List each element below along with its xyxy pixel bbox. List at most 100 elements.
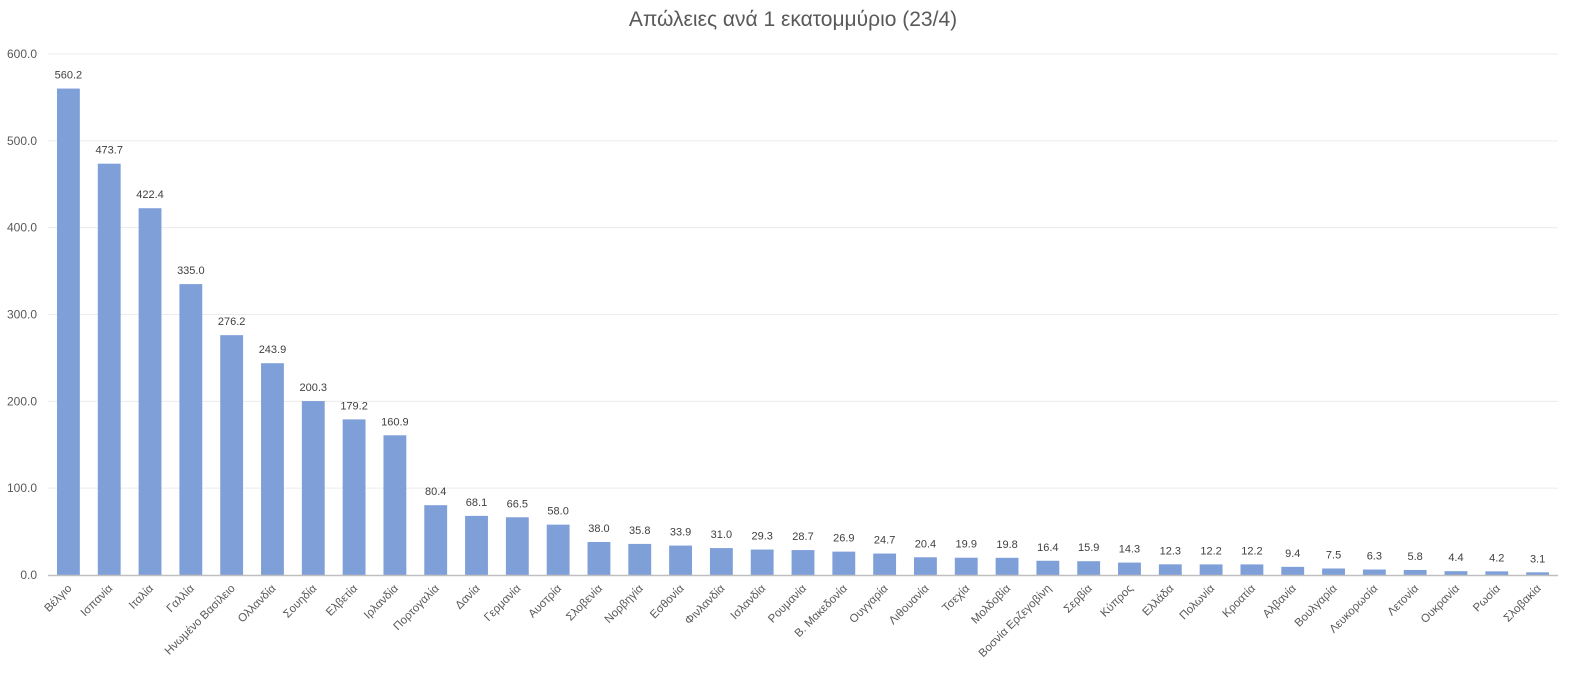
bar xyxy=(1485,571,1509,575)
data-label: 160.9 xyxy=(381,416,409,428)
data-label: 68.1 xyxy=(466,497,487,509)
bar xyxy=(1118,562,1141,575)
category-label: Πολωνία xyxy=(1178,582,1218,622)
bar xyxy=(1240,564,1264,575)
bar xyxy=(505,517,529,575)
bar xyxy=(1281,566,1305,575)
category-label: Κροατία xyxy=(1221,582,1259,620)
bar xyxy=(220,335,244,575)
bar xyxy=(261,363,284,575)
category-label: Ελλάδα xyxy=(1141,582,1177,618)
y-tick-label: 200.0 xyxy=(7,394,37,408)
data-label: 179.2 xyxy=(340,400,368,412)
data-label: 24.7 xyxy=(874,535,895,547)
bar xyxy=(1362,569,1386,575)
data-label: 5.8 xyxy=(1408,551,1423,563)
data-label: 38.0 xyxy=(588,523,609,535)
data-label: 35.8 xyxy=(629,525,650,537)
bar xyxy=(546,524,570,575)
bar xyxy=(1403,569,1427,575)
y-tick-label: 600.0 xyxy=(7,47,37,61)
category-label: Εσθονία xyxy=(648,582,687,621)
category-label: Γερμανία xyxy=(482,582,523,623)
y-axis-ticks: 0.0 100.0 200.0 300.0 400.0 500.0 600.0 xyxy=(7,47,37,582)
y-tick-label: 300.0 xyxy=(7,308,37,322)
gridlines xyxy=(48,53,1558,489)
category-label: Αυστρία xyxy=(527,582,565,620)
data-label: 14.3 xyxy=(1119,544,1140,556)
data-label: 19.8 xyxy=(996,539,1017,551)
category-label: Γαλλία xyxy=(165,582,198,615)
bar xyxy=(97,163,121,575)
category-label: Ολλανδία xyxy=(236,582,279,625)
bar xyxy=(342,419,366,575)
category-label: Ηνωμένο Βασίλειο xyxy=(163,583,238,658)
data-label: 560.2 xyxy=(55,70,83,82)
data-label: 9.4 xyxy=(1285,548,1300,560)
category-label: Τσεχία xyxy=(940,582,972,614)
data-label: 28.7 xyxy=(792,531,813,543)
chart-title: Απώλειες ανά 1 εκατομμύριο (23/4) xyxy=(628,8,958,31)
category-label: Ρωσία xyxy=(1471,582,1503,614)
data-label: 20.4 xyxy=(915,538,936,550)
bar xyxy=(791,550,815,575)
data-label: 19.9 xyxy=(956,539,977,551)
data-label: 31.0 xyxy=(711,529,732,541)
data-label: 422.4 xyxy=(136,189,164,201)
bar xyxy=(1158,564,1182,575)
bar xyxy=(424,505,448,575)
category-label: Βέλγιο xyxy=(43,583,75,615)
category-label: Αλβανία xyxy=(1261,582,1299,620)
bar xyxy=(873,553,897,575)
category-label: Ισλανδία xyxy=(729,582,769,622)
y-tick-label: 500.0 xyxy=(7,134,37,148)
category-label: Ιταλία xyxy=(127,582,156,611)
bar xyxy=(995,557,1019,575)
category-label: Ιρλανδία xyxy=(362,582,401,621)
data-label: 58.0 xyxy=(547,506,568,518)
category-label: Δανία xyxy=(453,582,482,611)
category-label: Ουγγαρία xyxy=(848,582,891,625)
data-label: 12.3 xyxy=(1160,545,1181,557)
data-label: 4.2 xyxy=(1489,552,1504,564)
category-label: Ουκρανία xyxy=(1419,582,1462,625)
data-labels: 560.2 473.7 422.4 335.0 276.2 243.9 200.3 179.2… xyxy=(55,70,1546,566)
bar xyxy=(709,548,733,575)
category-label: Ελβετία xyxy=(324,582,360,618)
y-tick-label: 0.0 xyxy=(20,568,37,582)
bar xyxy=(1077,561,1101,575)
category-label: Μολδοβία xyxy=(969,582,1013,626)
category-label: Σερβία xyxy=(1062,582,1095,615)
bar xyxy=(914,557,937,575)
y-tick-label: 100.0 xyxy=(7,481,37,495)
category-label: Ρουμανία xyxy=(766,582,809,625)
y-tick-label: 400.0 xyxy=(7,221,37,235)
data-label: 3.1 xyxy=(1530,553,1545,565)
data-label: 80.4 xyxy=(425,486,446,498)
category-label: Λετονία xyxy=(1386,582,1422,618)
category-label: Σλοβενία xyxy=(564,582,605,623)
category-label: Σουηδία xyxy=(281,582,319,620)
data-label: 473.7 xyxy=(95,145,123,157)
data-label: 6.3 xyxy=(1367,551,1382,563)
data-label: 276.2 xyxy=(218,316,246,328)
bar xyxy=(750,549,774,575)
data-label: 200.3 xyxy=(300,382,328,394)
bar xyxy=(301,401,325,575)
bar xyxy=(1526,572,1550,575)
category-label: Φινλανδία xyxy=(683,582,728,627)
data-label: 33.9 xyxy=(670,527,691,539)
bar xyxy=(56,88,80,576)
data-label: 243.9 xyxy=(259,344,287,356)
bar xyxy=(179,284,203,575)
bar xyxy=(138,208,162,575)
bar xyxy=(1444,571,1468,575)
bar xyxy=(628,543,652,575)
data-label: 66.5 xyxy=(507,498,528,510)
bars xyxy=(56,88,1550,576)
bar xyxy=(1199,564,1223,575)
data-label: 16.4 xyxy=(1037,542,1058,554)
bar xyxy=(832,551,856,575)
data-label: 4.4 xyxy=(1448,552,1463,564)
